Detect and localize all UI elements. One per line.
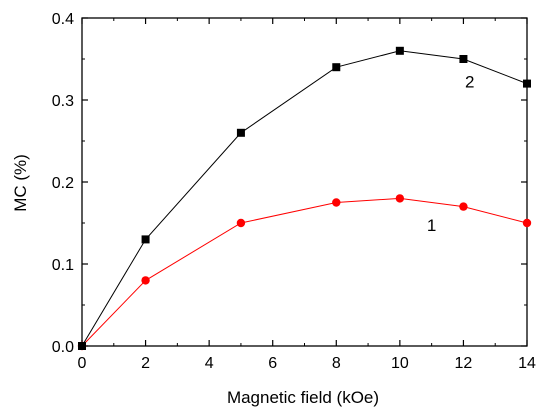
y-tick-label: 0.1	[52, 257, 74, 274]
series-2-point	[332, 63, 341, 72]
series-1-line	[81, 197, 528, 347]
y-tick-label: 0.2	[52, 175, 74, 192]
series-1-point	[332, 198, 341, 207]
series-1-point	[522, 218, 532, 228]
x-tick-label: 14	[518, 355, 536, 372]
series-2-point	[236, 128, 245, 137]
y-tick-label: 0.4	[52, 11, 74, 28]
series-1-label: 1	[427, 216, 436, 235]
x-tick-label: 8	[332, 355, 341, 372]
series-2-point	[459, 55, 468, 63]
series-1-point	[459, 202, 468, 211]
x-tick-label: 6	[268, 355, 277, 372]
x-tick-label: 0	[78, 355, 87, 372]
y-tick-label: 0.3	[52, 93, 74, 110]
x-axis-ticks: 0 2 4 6 8 10 12 14	[78, 18, 536, 372]
series-2-label: 2	[465, 73, 474, 92]
x-tick-label: 4	[205, 355, 214, 372]
series-2-point	[395, 46, 404, 55]
series-2-point	[78, 342, 86, 350]
x-tick-label: 12	[455, 355, 473, 372]
series-2-point	[523, 79, 531, 88]
x-tick-label: 10	[391, 355, 409, 372]
plot-frame	[81, 17, 528, 347]
series-2-line	[81, 50, 528, 347]
series-1-point	[141, 276, 150, 285]
x-tick-label: 2	[141, 355, 150, 372]
series-group	[77, 46, 532, 351]
series-labels: 12	[427, 73, 475, 236]
x-axis-title: Magnetic field (kOe)	[227, 388, 379, 407]
series-1-point	[395, 194, 405, 203]
series-2-point	[141, 235, 150, 244]
y-axis-ticks: 0.0 0.1 0.2 0.3 0.4	[52, 11, 527, 356]
series-1-point	[236, 218, 246, 228]
y-tick-label: 0.0	[52, 339, 74, 356]
y-axis-title: MC (%)	[11, 154, 30, 212]
plot-area	[81, 17, 528, 347]
